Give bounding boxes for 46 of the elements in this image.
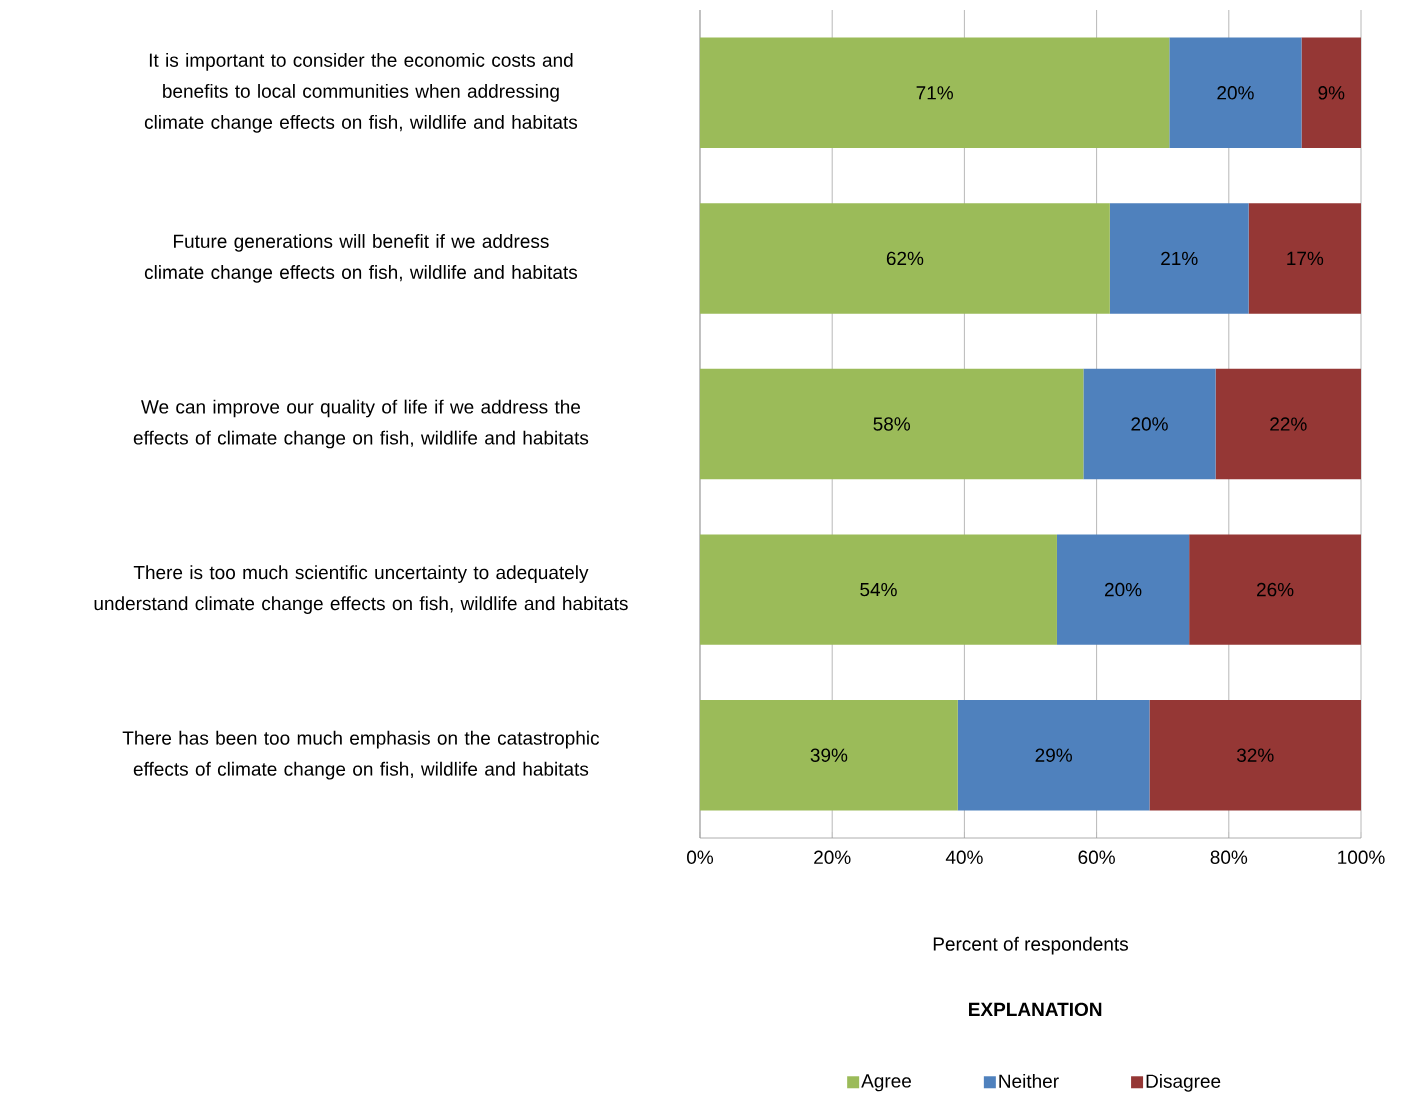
data-label: 20% bbox=[1217, 86, 1254, 100]
bar bbox=[1301, 37, 1362, 149]
bar bbox=[1083, 368, 1216, 480]
bar bbox=[1189, 534, 1362, 645]
data-label: 26% bbox=[1257, 582, 1294, 597]
data-label: 71% bbox=[916, 86, 953, 100]
bar bbox=[957, 699, 1150, 811]
data-label: 20% bbox=[1104, 582, 1142, 597]
y-tick-label: There is too much scientific uncertainty to adequately understand climate change effects on fish, wildlife and habitats bbox=[94, 565, 628, 614]
bar bbox=[1056, 534, 1190, 645]
data-label: 39% bbox=[810, 748, 848, 762]
x-tick-label: 20% bbox=[814, 850, 851, 864]
bar bbox=[700, 203, 1110, 314]
legend-label: Neither bbox=[999, 1073, 1059, 1088]
bar bbox=[1109, 203, 1249, 314]
data-label: 54% bbox=[860, 582, 897, 597]
x-tick-label: 0% bbox=[687, 850, 714, 864]
y-tick-label: It is important to consider the economic costs and benefits to local communities when addressing climate change effects on fish, wildlife and habitats bbox=[144, 52, 578, 133]
x-tick-label: 60% bbox=[1078, 850, 1115, 864]
y-tick-label: We can improve our quality of life if we address the effects of climate change on fish, wildlife and habitats bbox=[133, 399, 589, 449]
data-label: 22% bbox=[1270, 417, 1307, 431]
bar bbox=[1169, 37, 1302, 149]
data-label: 9% bbox=[1318, 86, 1345, 100]
bar bbox=[1149, 699, 1362, 811]
bar bbox=[700, 534, 1057, 645]
data-label: 20% bbox=[1131, 417, 1168, 431]
x-tick-label: 80% bbox=[1210, 850, 1248, 864]
legend-label: Disagree bbox=[1146, 1073, 1221, 1092]
y-tick-label: Future generations will benefit if we address climate change effects on fish, wildlife and habitats bbox=[144, 234, 578, 283]
data-label: 62% bbox=[886, 251, 924, 266]
legend-title: EXPLANATION bbox=[969, 1002, 1102, 1017]
data-label: 17% bbox=[1287, 251, 1324, 266]
y-tick-label: There has been too much emphasis on the catastrophic effects of climate change on fish, wildlife and habitats bbox=[122, 730, 600, 780]
x-tick-label: 100% bbox=[1338, 850, 1385, 864]
bar bbox=[700, 368, 1084, 480]
legend-label: Agree bbox=[861, 1074, 911, 1092]
data-label: 21% bbox=[1161, 251, 1198, 266]
x-tick-label: 40% bbox=[945, 850, 983, 864]
bar bbox=[1248, 203, 1362, 314]
data-label: 32% bbox=[1236, 748, 1274, 762]
data-label: 29% bbox=[1035, 748, 1072, 762]
bar bbox=[700, 37, 1170, 149]
bar bbox=[1215, 368, 1362, 480]
bar bbox=[700, 699, 958, 811]
x-axis-title: Percent of respondents bbox=[933, 936, 1129, 955]
data-label: 58% bbox=[873, 417, 911, 431]
